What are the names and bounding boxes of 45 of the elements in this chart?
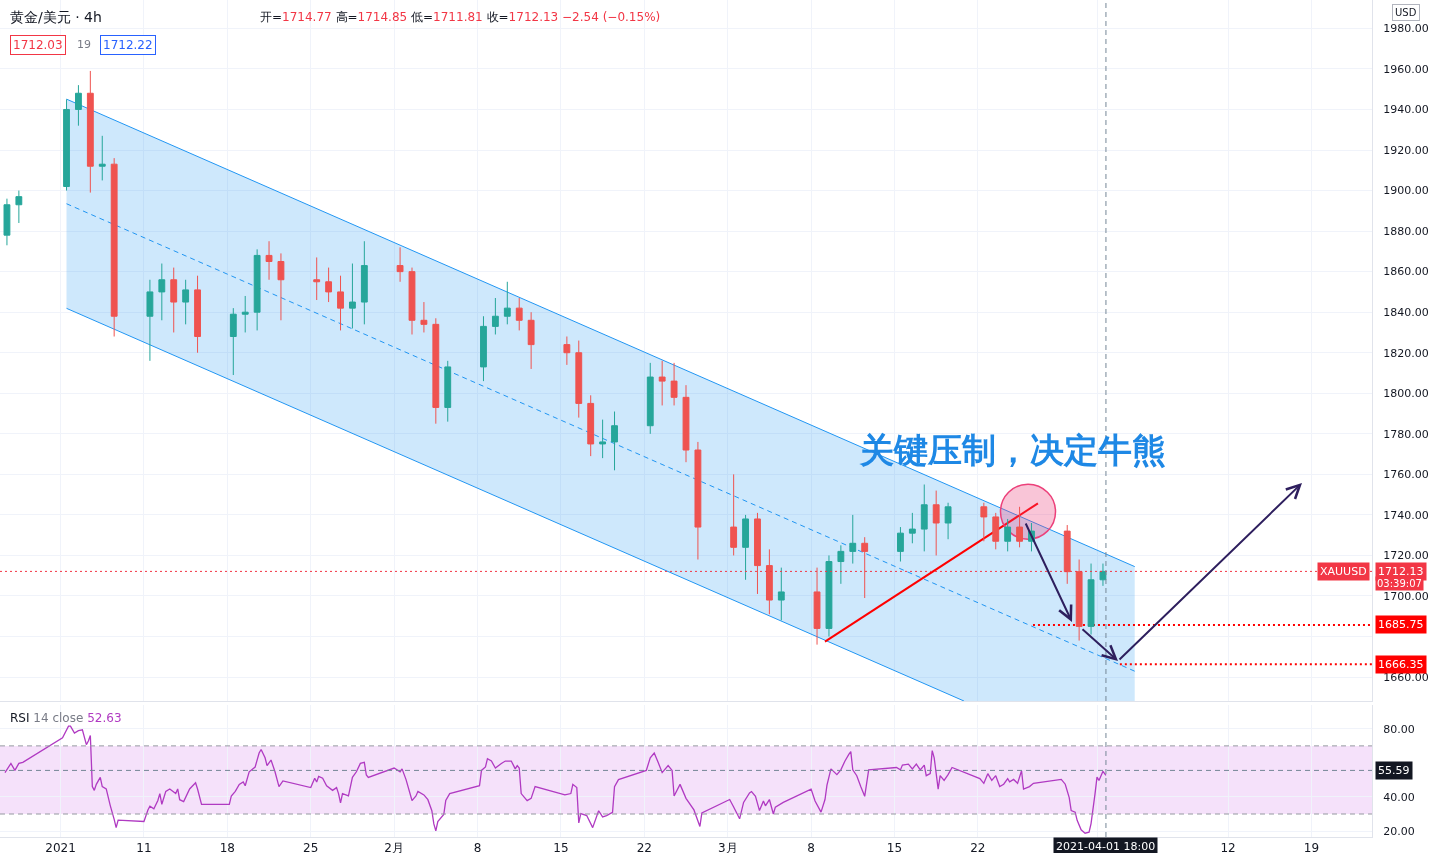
y-tick-label: 1740.00 bbox=[1383, 508, 1429, 522]
y-tick-label: 80.00 bbox=[1383, 722, 1415, 736]
y-tick-label: 1920.00 bbox=[1383, 143, 1429, 157]
x-tick-label: 22 bbox=[636, 841, 652, 853]
y-tick-label: 20.00 bbox=[1383, 824, 1415, 838]
y-tick-label: 1700.00 bbox=[1383, 589, 1429, 603]
annotation: XAUUSD bbox=[1320, 565, 1367, 578]
y-tick-label: 1900.00 bbox=[1383, 184, 1429, 198]
x-tick-label: 8 bbox=[807, 841, 815, 853]
y-tick-label: 1980.00 bbox=[1383, 22, 1429, 36]
annotation: 19 bbox=[77, 38, 91, 51]
y-tick-label: 1880.00 bbox=[1383, 224, 1429, 238]
x-tick-label: 22 bbox=[970, 841, 986, 853]
x-tick-label: 2021 bbox=[45, 841, 76, 853]
y-tick-label: 1660.00 bbox=[1383, 670, 1429, 684]
text: 黄金/美元 · 4h bbox=[10, 9, 102, 25]
y-tick-label: 1800.00 bbox=[1383, 387, 1429, 401]
text: RSI 14 close 52.63 bbox=[10, 711, 122, 725]
y-tick-label: 1760.00 bbox=[1383, 468, 1429, 482]
text: 1685.75 bbox=[1378, 618, 1424, 631]
annotation: 1712.03 bbox=[13, 38, 63, 52]
x-tick-label: 25 bbox=[303, 841, 319, 853]
y-tick-label: 1860.00 bbox=[1383, 265, 1429, 279]
y-tick-label: 1940.00 bbox=[1383, 103, 1429, 117]
x-tick-label: 18 bbox=[219, 841, 235, 853]
text: USD bbox=[1395, 7, 1417, 18]
text: 1666.35 bbox=[1378, 658, 1424, 671]
annotation: 1712.22 bbox=[103, 38, 153, 52]
x-tick-label: 8 bbox=[473, 841, 482, 853]
y-tick-label: 40.00 bbox=[1383, 790, 1415, 804]
ref-line-label: 1712.13 bbox=[1378, 565, 1424, 578]
x-tick-label: 19 bbox=[1303, 841, 1320, 853]
y-tick-label: 1840.00 bbox=[1383, 306, 1429, 320]
text: 03:39:07 bbox=[1377, 578, 1422, 589]
y-tick-label: 1780.00 bbox=[1383, 427, 1429, 441]
x-tick-label: 11 bbox=[136, 841, 152, 853]
y-tick-label: 1720.00 bbox=[1383, 549, 1429, 563]
ref-line-label: 55.59 bbox=[1378, 764, 1410, 777]
x-tick-label: 15 bbox=[553, 841, 569, 853]
text: 开=1714.77 高=1714.85 低=1711.81 收=1712.13 −2.54 (−0.15%) bbox=[260, 10, 661, 24]
ref-line-label: 2021-04-01 18:00 bbox=[1056, 840, 1156, 853]
x-tick-label: 12 bbox=[1220, 841, 1236, 853]
y-tick-label: 1960.00 bbox=[1383, 62, 1429, 76]
y-tick-label: 1820.00 bbox=[1383, 346, 1429, 360]
x-tick-label: 15 bbox=[886, 841, 903, 853]
